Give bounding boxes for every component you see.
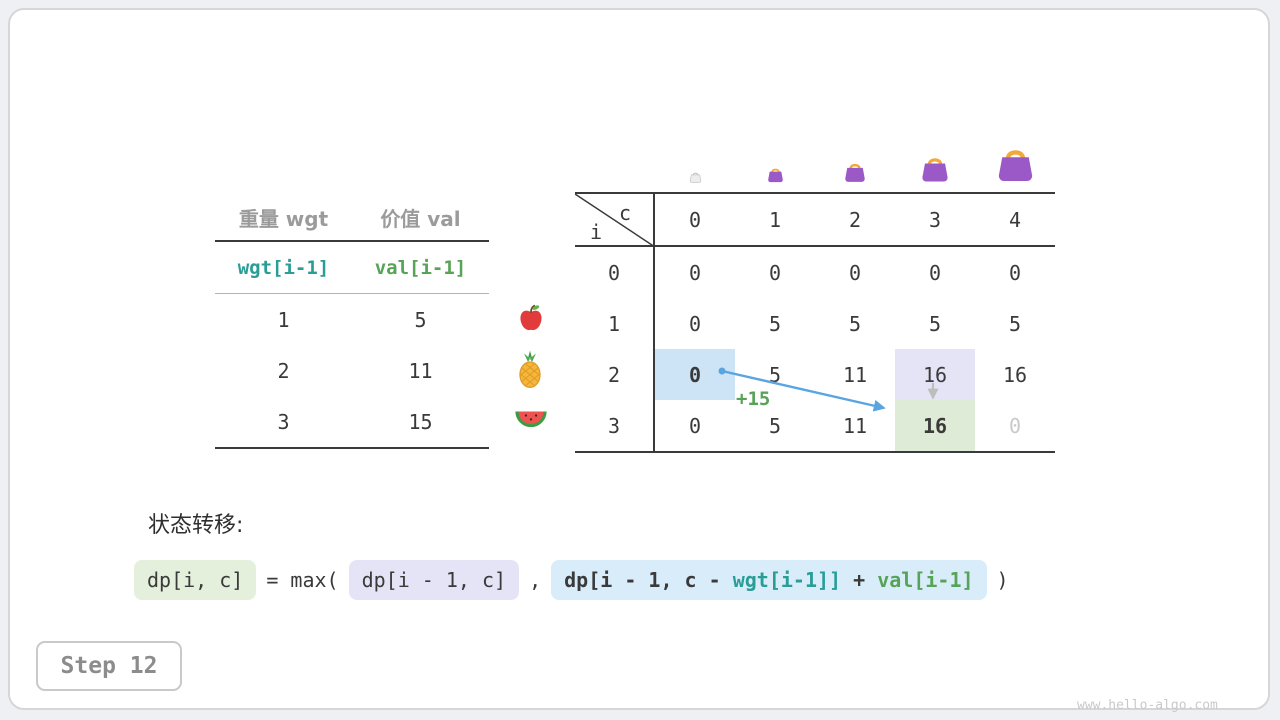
item-row-pineapple: 2 11 — [215, 345, 489, 396]
formula-arg1-box: dp[i - 1, c] — [348, 560, 520, 600]
bag-icon — [998, 150, 1032, 182]
item-weight: 3 — [277, 409, 290, 434]
item-weight: 2 — [277, 358, 290, 383]
dp-col-header: 3 — [895, 194, 975, 247]
pineapple-icon — [514, 350, 546, 394]
formula-arg2-box: dp[i - 1, c - wgt[i-1]] + val[i-1] — [551, 560, 987, 600]
bag-icon — [922, 158, 948, 182]
capacity-bags-row — [655, 120, 1055, 183]
state-transition-title: 状态转移: — [148, 513, 244, 538]
state-transition-formula: dp[i, c] = max( dp[i - 1, c] , dp[i - 1,… — [134, 560, 1009, 600]
dp-cell-pending: 0 — [1008, 413, 1022, 438]
dp-cell: 0 — [848, 260, 862, 285]
diagonal-divider — [575, 194, 655, 247]
item-weight: 1 — [277, 307, 290, 332]
bag-capacity-1 — [735, 120, 815, 183]
formula-arg2-plus: + — [841, 568, 878, 592]
dp-cell: 16 — [1002, 362, 1028, 387]
bag-capacity-4 — [975, 120, 1055, 183]
dp-cell: 11 — [842, 413, 868, 438]
formula-arg2-wgt-part: wgt[i-1]] — [732, 568, 842, 592]
dp-cell: 5 — [928, 311, 942, 336]
dp-col-variable: c — [619, 201, 632, 225]
dp-row-header: 1 — [575, 298, 655, 349]
dp-col-header: 1 — [735, 194, 815, 247]
formula-equals-max: = max( — [266, 568, 339, 592]
dp-row-header: 0 — [575, 247, 655, 298]
dp-cell: 5 — [768, 311, 782, 336]
dp-cell: 0 — [688, 311, 702, 336]
bag-icon — [845, 163, 865, 182]
item-table-index-row: wgt[i-1] val[i-1] — [215, 242, 489, 294]
item-table-wgt-formula: wgt[i-1] — [237, 256, 330, 279]
item-table-header-value: 价值 val — [380, 207, 461, 231]
dp-col-header: 0 — [655, 194, 735, 247]
dp-cell: 0 — [928, 260, 942, 285]
value-gain-annotation: +15 — [736, 388, 771, 410]
apple-icon — [517, 303, 545, 337]
dp-cell: 0 — [688, 413, 702, 438]
item-table-header-row: 重量 wgt 价值 val — [215, 195, 489, 242]
bag-capacity-2 — [815, 120, 895, 183]
step-label: Step 12 — [60, 653, 158, 679]
watermelon-icon — [514, 409, 548, 435]
dp-cell: 5 — [848, 311, 862, 336]
dp-row-header: 3 — [575, 400, 655, 451]
dp-cell: 0 — [1008, 260, 1022, 285]
dp-cell: 5 — [1008, 311, 1022, 336]
formula-close-paren: ) — [996, 568, 1009, 592]
dp-col-header: 4 — [975, 194, 1055, 247]
dp-cell: 5 — [768, 413, 782, 438]
item-table-header-weight: 重量 wgt — [238, 207, 329, 231]
step-indicator: Step 12 — [36, 641, 182, 691]
dp-table: c i 0 1 2 3 4 0 0 0 0 0 0 1 0 5 5 5 5 2 … — [575, 192, 1055, 453]
formula-comma: , — [529, 568, 542, 592]
item-row-apple: 1 5 — [215, 294, 489, 345]
site-watermark: www.hello-algo.com — [1077, 698, 1218, 713]
dp-cell-prev-highlight: 16 — [895, 349, 975, 400]
bag-icon — [689, 172, 701, 183]
dp-row-header: 2 — [575, 349, 655, 400]
dp-row-variable: i — [590, 220, 603, 244]
item-value: 11 — [408, 358, 433, 383]
item-row-watermelon: 3 15 — [215, 396, 489, 447]
dp-col-header: 2 — [815, 194, 895, 247]
formula-arg2-val-part: val[i-1] — [877, 568, 974, 592]
dp-cell-source-highlight: 0 — [655, 349, 735, 400]
formula-arg2-dp-part: dp[i - 1, c - — [564, 568, 733, 592]
formula-lhs-box: dp[i, c] — [134, 560, 257, 600]
item-weight-value-table: 重量 wgt 价值 val wgt[i-1] val[i-1] 1 5 2 11… — [215, 195, 489, 449]
dp-cell: 0 — [688, 260, 702, 285]
item-table-val-formula: val[i-1] — [374, 256, 467, 279]
bag-capacity-0 — [655, 120, 735, 183]
item-value: 5 — [414, 307, 427, 332]
bag-icon — [767, 168, 783, 183]
dp-cell: 11 — [842, 362, 868, 387]
dp-cell-current-highlight: 16 — [895, 400, 975, 451]
dp-corner-cell: c i — [575, 194, 655, 247]
item-value: 15 — [408, 409, 433, 434]
dp-cell: 0 — [768, 260, 782, 285]
bag-capacity-3 — [895, 120, 975, 183]
